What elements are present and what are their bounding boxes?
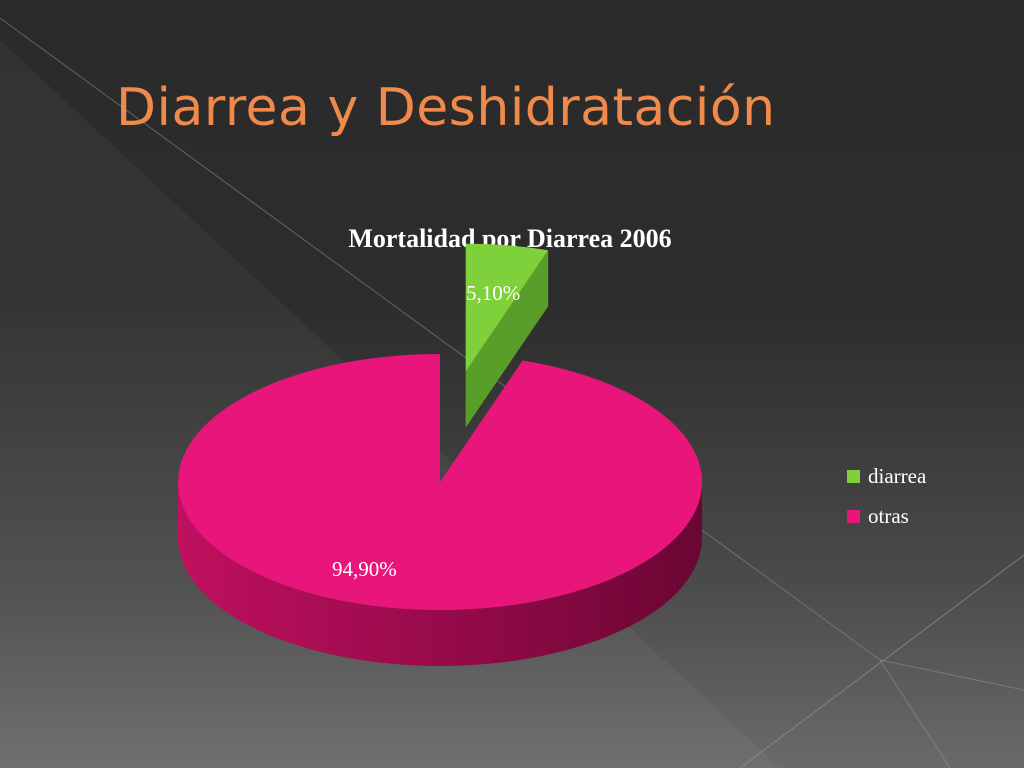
chart-legend: diarrea otras [847,456,926,536]
data-label-diarrea: 5,10% [466,281,521,305]
pie-slice-otras [178,354,703,610]
pie-slice-side-otras [178,482,702,666]
legend-label-diarrea: diarrea [868,463,927,488]
data-label-otras: 94,90% [332,557,397,581]
pie-slice-side-diarrea [465,250,549,428]
legend-swatch-otras [847,509,860,523]
legend-item-diarrea: diarrea [847,456,926,496]
legend-swatch-diarrea [847,469,860,483]
legend-label-otras: otras [868,503,909,528]
pie-slice-diarrea [465,243,549,372]
slide-title: Diarrea y Deshidratación [116,78,776,138]
legend-item-otras: otras [847,496,926,536]
